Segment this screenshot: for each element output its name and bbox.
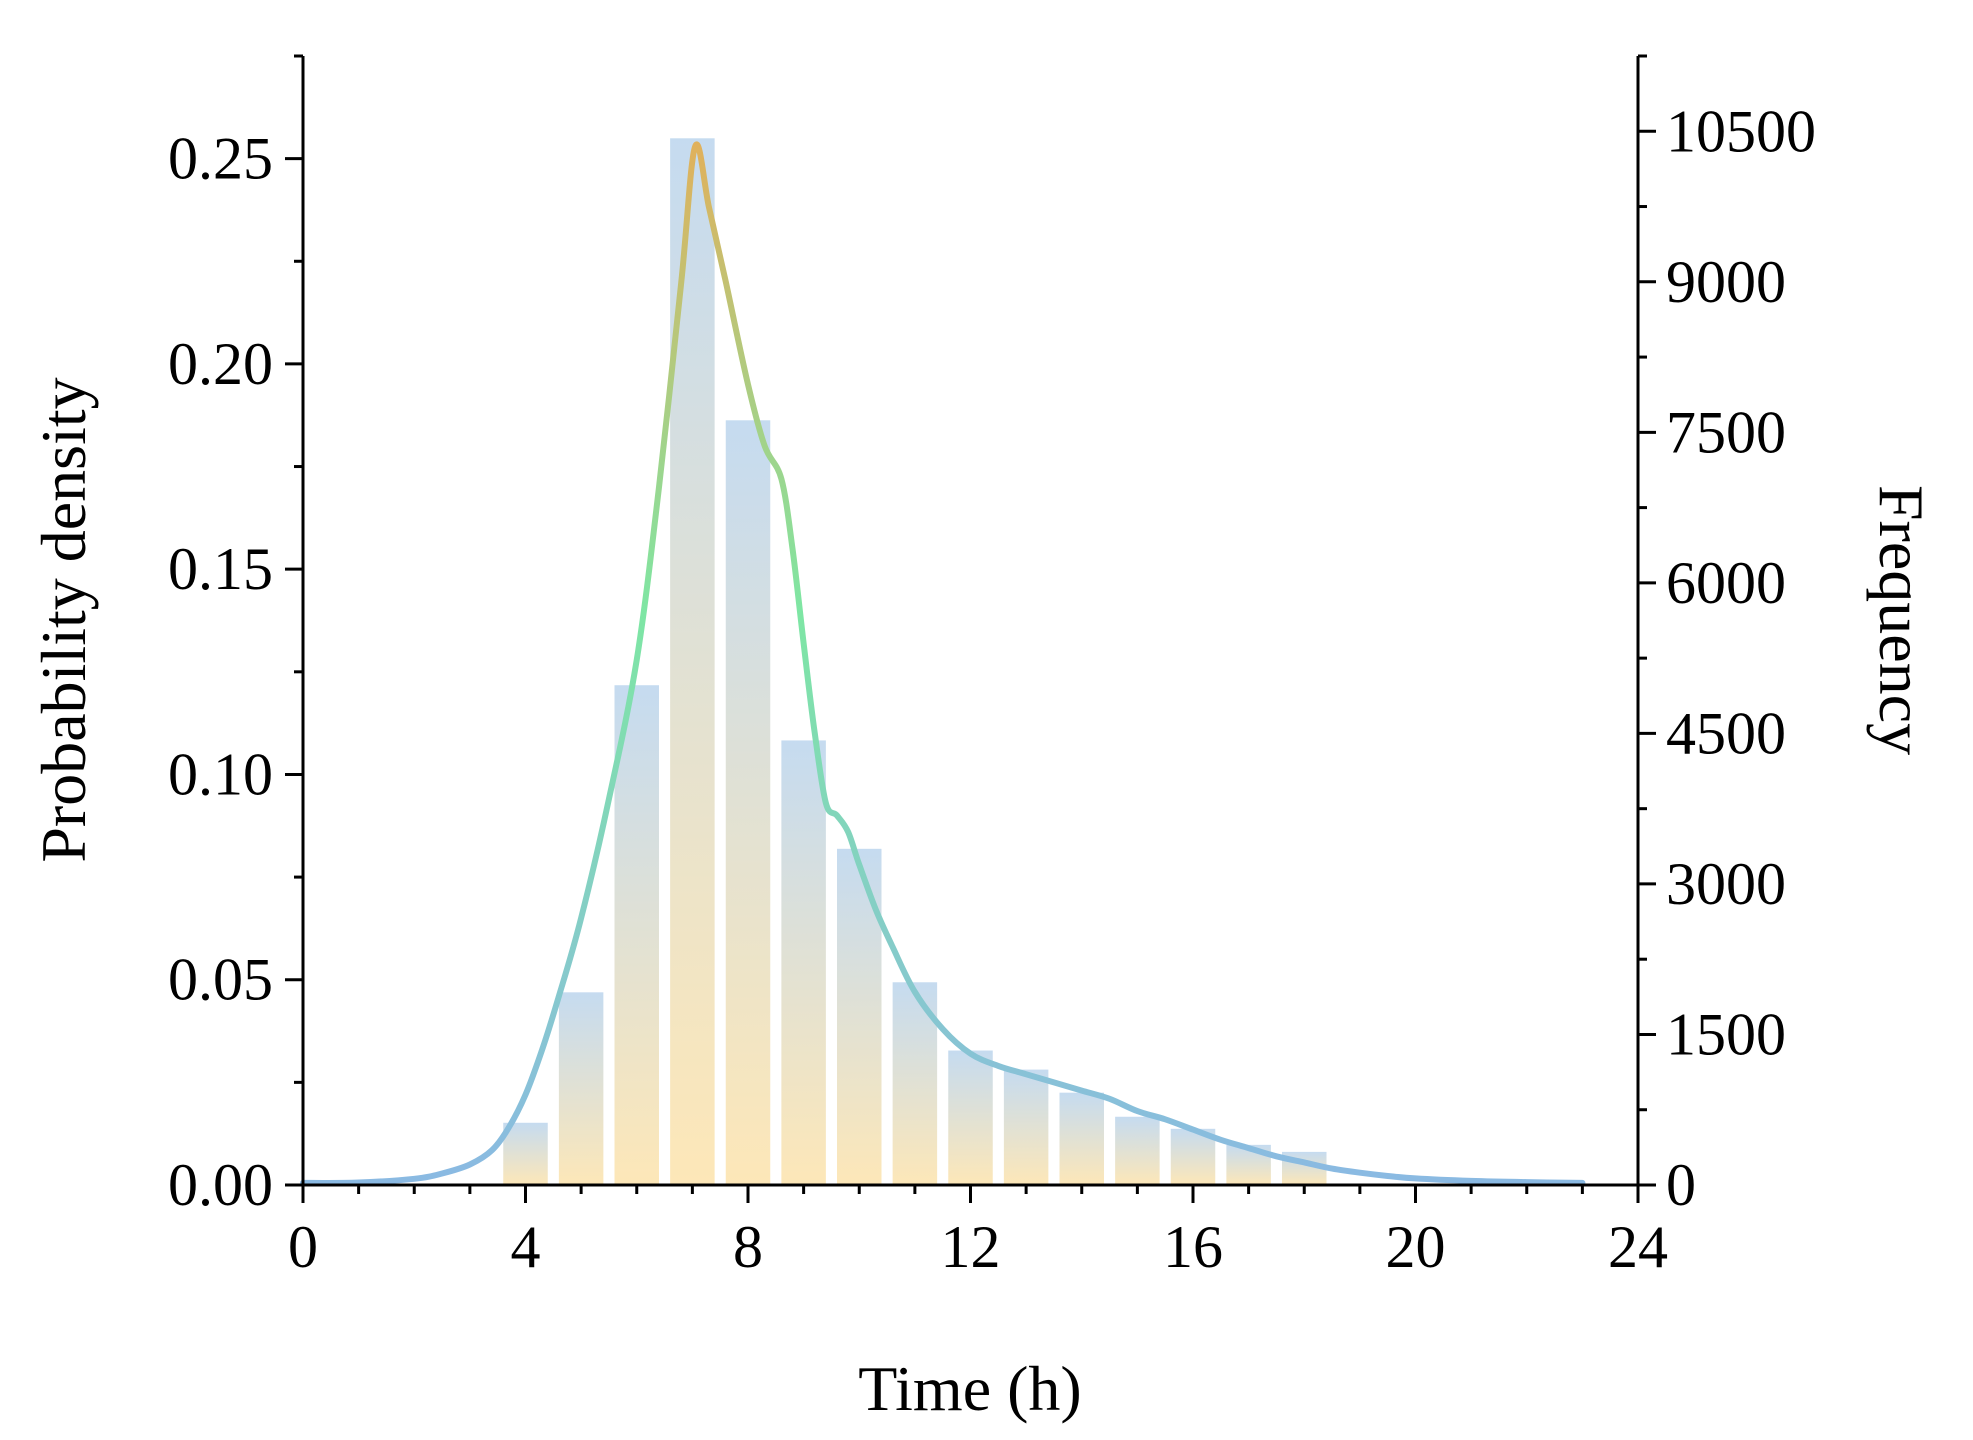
y-right-tick-label: 7500 <box>1666 399 1786 465</box>
histogram-bar <box>1059 1092 1104 1185</box>
x-tick-label: 20 <box>1386 1214 1446 1280</box>
x-tick-label: 0 <box>288 1214 318 1280</box>
y-axis-left-title: Probability density <box>28 377 99 862</box>
x-axis-title: Time (h) <box>858 1353 1081 1424</box>
y-axis-right-title: Frequency <box>1866 485 1937 755</box>
y-left-tick-label: 0.15 <box>168 536 273 602</box>
y-left-tick-label: 0.25 <box>168 126 273 192</box>
histogram-bar <box>670 138 715 1186</box>
x-tick-label: 8 <box>733 1214 763 1280</box>
y-right-tick-label: 4500 <box>1666 700 1786 766</box>
histogram-bar <box>614 685 659 1185</box>
y-right-tick-label: 1500 <box>1666 1001 1786 1067</box>
y-left-tick-label: 0.00 <box>168 1152 273 1218</box>
histogram-bar <box>558 992 604 1185</box>
tick-marks <box>285 54 1656 1203</box>
histogram-bar <box>1115 1116 1160 1185</box>
x-tick-label: 4 <box>511 1214 541 1280</box>
density-curve <box>300 141 1586 1186</box>
x-tick-label: 12 <box>941 1214 1001 1280</box>
y-right-tick-label: 6000 <box>1666 550 1786 616</box>
histogram-bar <box>503 1122 548 1185</box>
y-right-tick-label: 3000 <box>1666 851 1786 917</box>
y-left-tick-label: 0.05 <box>168 947 273 1013</box>
x-tick-label: 16 <box>1163 1214 1223 1280</box>
histogram-bars <box>503 138 1327 1186</box>
histogram-bar <box>781 740 826 1185</box>
x-tick-label: 24 <box>1608 1214 1668 1280</box>
y-right-tick-label: 9000 <box>1666 249 1786 315</box>
axes <box>301 56 1640 1187</box>
histogram-bar <box>1003 1069 1049 1185</box>
y-left-tick-label: 0.20 <box>168 331 273 397</box>
y-right-tick-label: 0 <box>1666 1152 1696 1218</box>
tick-labels: 0 4 8 12 16 20 24 0.00 0.05 0.10 0.15 0.20 0.25 0 1500… <box>168 98 1816 1280</box>
histogram-bar <box>948 1050 993 1185</box>
histogram-bar <box>725 420 771 1186</box>
y-right-tick-label: 10500 <box>1666 98 1816 164</box>
y-left-tick-label: 0.10 <box>168 741 273 807</box>
